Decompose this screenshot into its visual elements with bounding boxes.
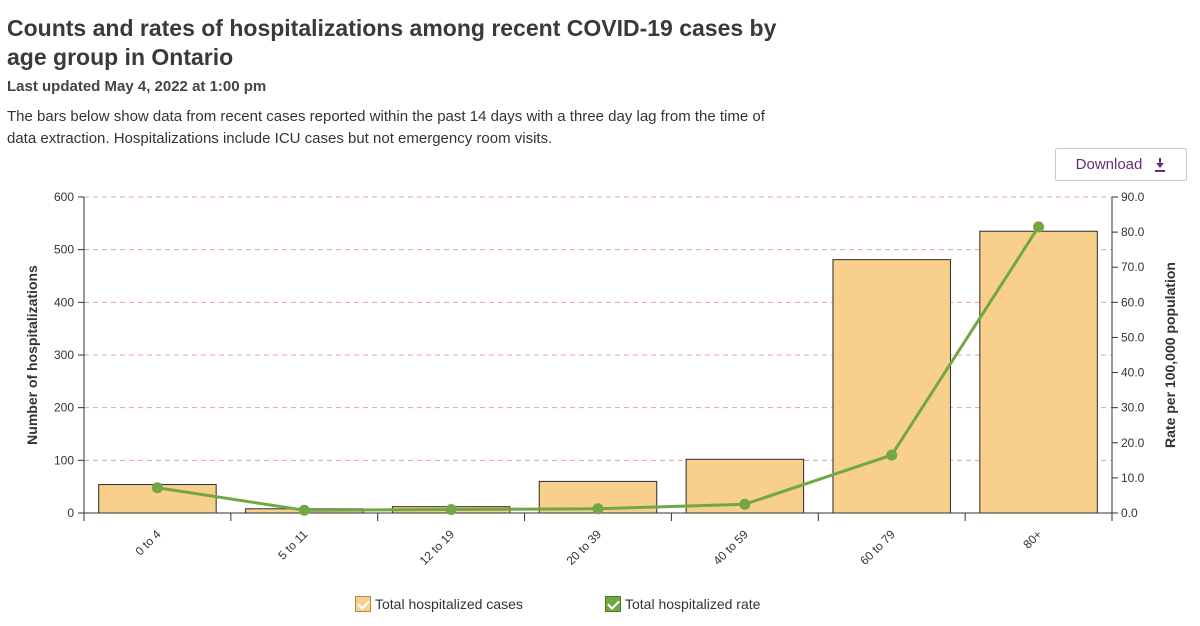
x-tick-label: 5 to 11 <box>275 527 310 562</box>
y2-axis-title: Rate per 100,000 population <box>1162 262 1178 448</box>
y-tick-label: 0 <box>67 506 74 520</box>
legend-label-rate: Total hospitalized rate <box>625 596 761 612</box>
download-icon <box>1154 157 1166 173</box>
hospitalizations-chart: 0 100 200 300 400 500 600 0.0 10.0 20.0 30.0 40.0 50… <box>24 190 1178 568</box>
bar-60-to-79 <box>832 259 951 514</box>
y2-tick-label: 30.0 <box>1121 401 1145 415</box>
y2-tick-label: 40.0 <box>1121 366 1145 380</box>
legend-item-cases[interactable]: Total hospitalized cases <box>355 596 523 612</box>
x-tick-label: 60 to 79 <box>857 527 898 568</box>
y2-tick-label: 80.0 <box>1121 225 1145 239</box>
legend-checkbox-rate-icon[interactable] <box>605 596 621 612</box>
x-tick-label: 40 to 59 <box>710 527 751 568</box>
chart-legend: Total hospitalized cases Total hospitali… <box>0 596 1200 616</box>
y-tick-label: 200 <box>54 401 74 415</box>
rate-point-60-to-79 <box>886 449 898 461</box>
bar-80- <box>979 230 1098 514</box>
y2-tick-label: 50.0 <box>1121 330 1145 344</box>
rate-point-12-to-19 <box>445 503 457 515</box>
y-tick-label: 300 <box>54 348 74 362</box>
rate-point-80- <box>1033 221 1045 233</box>
y-axis-title: Number of hospitalizations <box>24 265 40 445</box>
rate-point-40-to-59 <box>739 498 751 510</box>
y-tick-label: 600 <box>54 190 74 204</box>
y2-tick-label: 60.0 <box>1121 295 1145 309</box>
page-title: Counts and rates of hospitalizations amo… <box>7 15 777 70</box>
download-label: Download <box>1075 156 1143 173</box>
y2-tick-label: 20.0 <box>1121 436 1145 450</box>
y-tick-label: 400 <box>54 295 74 309</box>
y-tick-label: 500 <box>54 243 74 257</box>
legend-item-rate[interactable]: Total hospitalized rate <box>605 596 760 612</box>
last-updated-text: Last updated May 4, 2022 at 1:00 pm <box>7 78 267 95</box>
download-button[interactable]: Download <box>1055 148 1187 181</box>
rate-point-0-to-4 <box>151 482 163 494</box>
x-tick-label: 0 to 4 <box>132 527 163 558</box>
rate-point-20-to-39 <box>592 503 604 515</box>
x-tick-label: 12 to 19 <box>417 527 458 568</box>
legend-checkbox-cases-icon[interactable] <box>355 596 371 612</box>
rate-point-5-to-11 <box>298 504 310 516</box>
y2-tick-label: 0.0 <box>1121 506 1138 520</box>
x-tick-label: 20 to 39 <box>564 527 605 568</box>
y2-tick-label: 10.0 <box>1121 471 1145 485</box>
legend-label-cases: Total hospitalized cases <box>375 596 523 612</box>
chart-description: The bars below show data from recent cas… <box>7 108 765 147</box>
y2-tick-label: 70.0 <box>1121 260 1145 274</box>
y-tick-label: 100 <box>54 453 74 467</box>
y2-tick-label: 90.0 <box>1121 190 1145 204</box>
x-tick-label: 80+ <box>1020 527 1044 551</box>
